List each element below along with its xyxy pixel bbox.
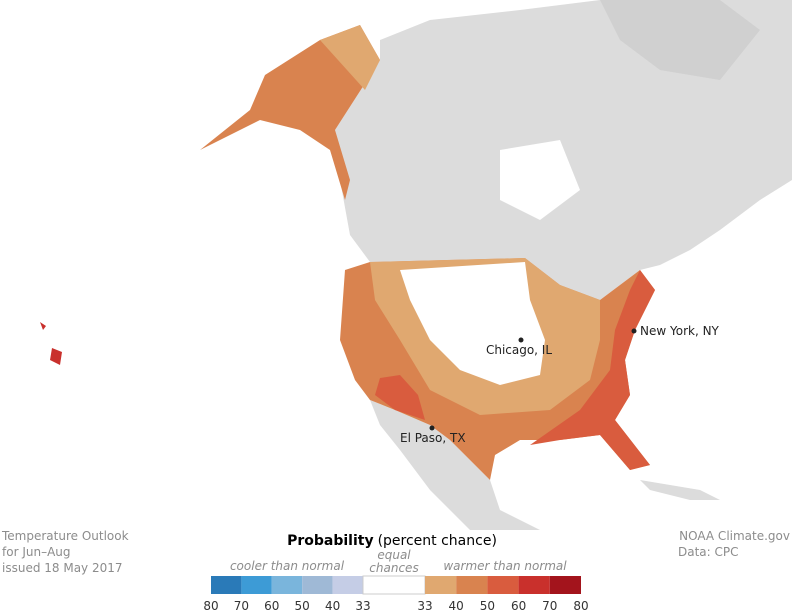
city-dot xyxy=(631,328,637,334)
title-line: for Jun–Aug xyxy=(2,545,71,559)
legend-title: Probability (percent chance) xyxy=(287,533,497,549)
equal-label: chances xyxy=(369,561,418,575)
cooler-label: cooler than normal xyxy=(230,559,345,573)
legend-swatch xyxy=(211,576,242,594)
legend-swatch xyxy=(271,576,303,594)
city-label: Chicago, IL xyxy=(486,343,552,357)
credit-line: NOAA Climate.gov xyxy=(679,529,790,543)
legend-swatch xyxy=(362,575,426,595)
legend-swatch xyxy=(332,576,363,594)
city-label: El Paso, TX xyxy=(400,431,466,445)
legend-swatch xyxy=(302,576,333,594)
hawaii xyxy=(40,322,62,365)
legend-swatch xyxy=(549,576,581,594)
legend-subtitle: (percent chance) xyxy=(378,533,497,549)
legend-tick-label: 33 xyxy=(355,599,370,613)
legend-swatch xyxy=(487,576,519,594)
legend-swatch xyxy=(518,576,550,594)
city-dot xyxy=(518,337,524,343)
hudson-bay xyxy=(500,140,580,220)
legend-title-bold: Probability xyxy=(287,533,374,549)
legend-tick-label: 40 xyxy=(449,599,464,613)
legend-tick-label: 60 xyxy=(264,599,279,613)
alaska-light xyxy=(320,25,380,90)
title-line: issued 18 May 2017 xyxy=(2,561,123,575)
legend-swatch xyxy=(456,576,488,594)
legend-tick-label: 33 xyxy=(417,599,432,613)
legend-tick-label: 50 xyxy=(480,599,495,613)
greenland xyxy=(600,0,760,80)
legend-tick-label: 70 xyxy=(542,599,557,613)
legend-tick-label: 80 xyxy=(203,599,218,613)
us-southwest-red xyxy=(375,375,425,420)
legend-tick-label: 70 xyxy=(234,599,249,613)
alaska xyxy=(200,25,380,200)
credit-line: Data: CPC xyxy=(678,545,739,559)
cuba xyxy=(640,480,720,500)
legend-tick-label: 40 xyxy=(325,599,340,613)
mexico xyxy=(370,400,540,530)
city-label: New York, NY xyxy=(640,324,720,338)
legend-swatch xyxy=(425,576,457,594)
us-east-red xyxy=(530,270,655,470)
equal-label: equal xyxy=(377,548,411,562)
legend-tick-label: 60 xyxy=(511,599,526,613)
legend-tick-label: 50 xyxy=(295,599,310,613)
legend-swatch xyxy=(241,576,272,594)
legend-tick-label: 80 xyxy=(573,599,588,613)
warmer-label: warmer than normal xyxy=(443,559,567,573)
city-dot xyxy=(429,425,435,431)
us-equal-chances xyxy=(400,262,545,385)
title-line: Temperature Outlook xyxy=(1,529,129,543)
